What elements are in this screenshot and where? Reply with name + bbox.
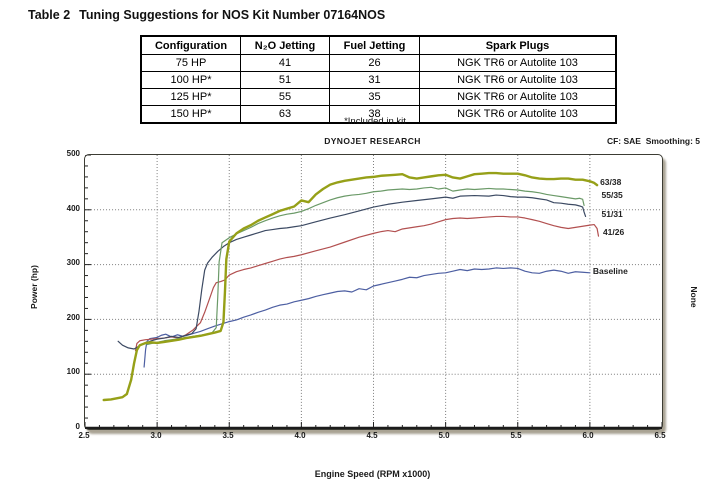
x-tick-label: 3.0 [150,431,162,440]
y-tick-label: 500 [66,149,80,158]
table-row: 150 HP* 63 38 NGK TR6 or Autolite 103 [140,105,617,124]
table-title-text: Tuning Suggestions for NOS Kit Number 07… [79,8,386,22]
plot-canvas [85,155,662,429]
cell-n2o-jetting: 51 [240,71,330,89]
table-row: 125 HP* 55 35 NGK TR6 or Autolite 103 [140,88,617,106]
table-title: Table 2 Tuning Suggestions for NOS Kit Nu… [28,8,385,22]
y-tick-label: 400 [66,203,80,213]
x-tick-label: 6.5 [654,431,666,440]
table-title-label: Table 2 [28,8,71,22]
cell-spark-plugs: NGK TR6 or Autolite 103 [419,54,617,72]
chart-title: DYNOJET RESEARCH [324,136,421,146]
cell-fuel-jetting: 35 [329,88,420,106]
x-axis-title: Engine Speed (RPM x1000) [314,469,431,479]
x-tick-label: 5.0 [438,431,450,440]
cell-spark-plugs: NGK TR6 or Autolite 103 [419,88,617,106]
x-tick-label: 4.5 [366,431,378,440]
cell-spark-plugs: NGK TR6 or Autolite 103 [419,105,617,124]
cell-fuel-jetting: 31 [329,71,420,89]
right-axis-title: None [689,286,699,308]
table-row: 100 HP* 51 31 NGK TR6 or Autolite 103 [140,71,617,89]
cell-fuel-jetting: 38 [329,105,420,124]
x-tick-label: 2.5 [78,431,90,440]
y-tick-label: 0 [75,422,80,431]
y-axis-title: Power (hp) [29,265,39,309]
x-tick-label: 6.0 [582,431,594,440]
table-header-row: Configuration N₂O Jetting Fuel Jetting S… [140,35,617,55]
x-tick-label: 5.5 [510,431,522,440]
tuning-table: Configuration N₂O Jetting Fuel Jetting S… [140,35,617,124]
col-header-fuel-jetting: Fuel Jetting [329,35,420,55]
y-tick-label: 100 [66,367,80,377]
x-tick-label: 4.0 [294,431,306,440]
chart-annotation: CF: SAE Smoothing: 5 [606,136,700,146]
cell-configuration: 100 HP* [140,71,241,89]
plot-area [84,154,663,430]
cell-configuration: 75 HP [140,54,241,72]
table-row: 75 HP 41 26 NGK TR6 or Autolite 103 [140,54,617,72]
cell-spark-plugs: NGK TR6 or Autolite 103 [419,71,617,89]
cell-n2o-jetting: 55 [240,88,330,106]
col-header-configuration: Configuration [140,35,241,55]
col-header-n2o-jetting: N₂O Jetting [240,35,330,55]
x-tick-label: 3.5 [222,431,234,440]
y-tick-label: 200 [66,312,80,322]
cell-configuration: 125 HP* [140,88,241,106]
col-header-spark-plugs: Spark Plugs [419,35,617,55]
cell-fuel-jetting: 26 [329,54,420,72]
cell-configuration: 150 HP* [140,105,241,124]
table-footnote: *Included in kit [344,116,406,127]
cell-n2o-jetting: 41 [240,54,330,72]
y-tick-label: 300 [66,258,80,268]
